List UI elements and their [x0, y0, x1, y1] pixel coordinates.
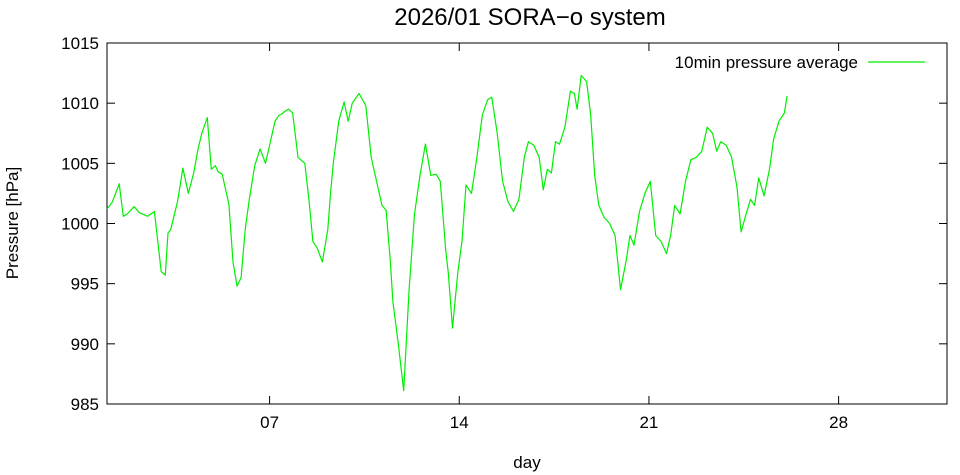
y-tick-label: 1005 — [61, 154, 99, 173]
plot-frame — [106, 42, 948, 405]
y-tick-label: 985 — [71, 395, 99, 414]
legend: 10min pressure average — [675, 53, 925, 72]
x-tick-label: 28 — [829, 413, 848, 432]
y-tick-label: 995 — [71, 275, 99, 294]
chart-title: 2026/01 SORA−o system — [394, 4, 665, 31]
series-line-pressure — [106, 74, 788, 392]
y-tick-label: 990 — [71, 335, 99, 354]
legend-label: 10min pressure average — [675, 53, 858, 72]
y-axis-ticks: 985 990 995 1000 1005 1010 1015 — [61, 34, 947, 414]
y-tick-label: 1000 — [61, 215, 99, 234]
x-axis-ticks: 07 14 21 28 — [260, 43, 848, 432]
x-tick-label: 14 — [450, 413, 469, 432]
x-tick-label: 21 — [639, 413, 658, 432]
x-tick-label: 07 — [260, 413, 279, 432]
y-axis-label: Pressure [hPa] — [3, 167, 22, 279]
y-tick-label: 1015 — [61, 34, 99, 53]
x-axis-label: day — [513, 453, 541, 472]
y-tick-label: 1010 — [61, 94, 99, 113]
series-layer — [106, 74, 788, 392]
